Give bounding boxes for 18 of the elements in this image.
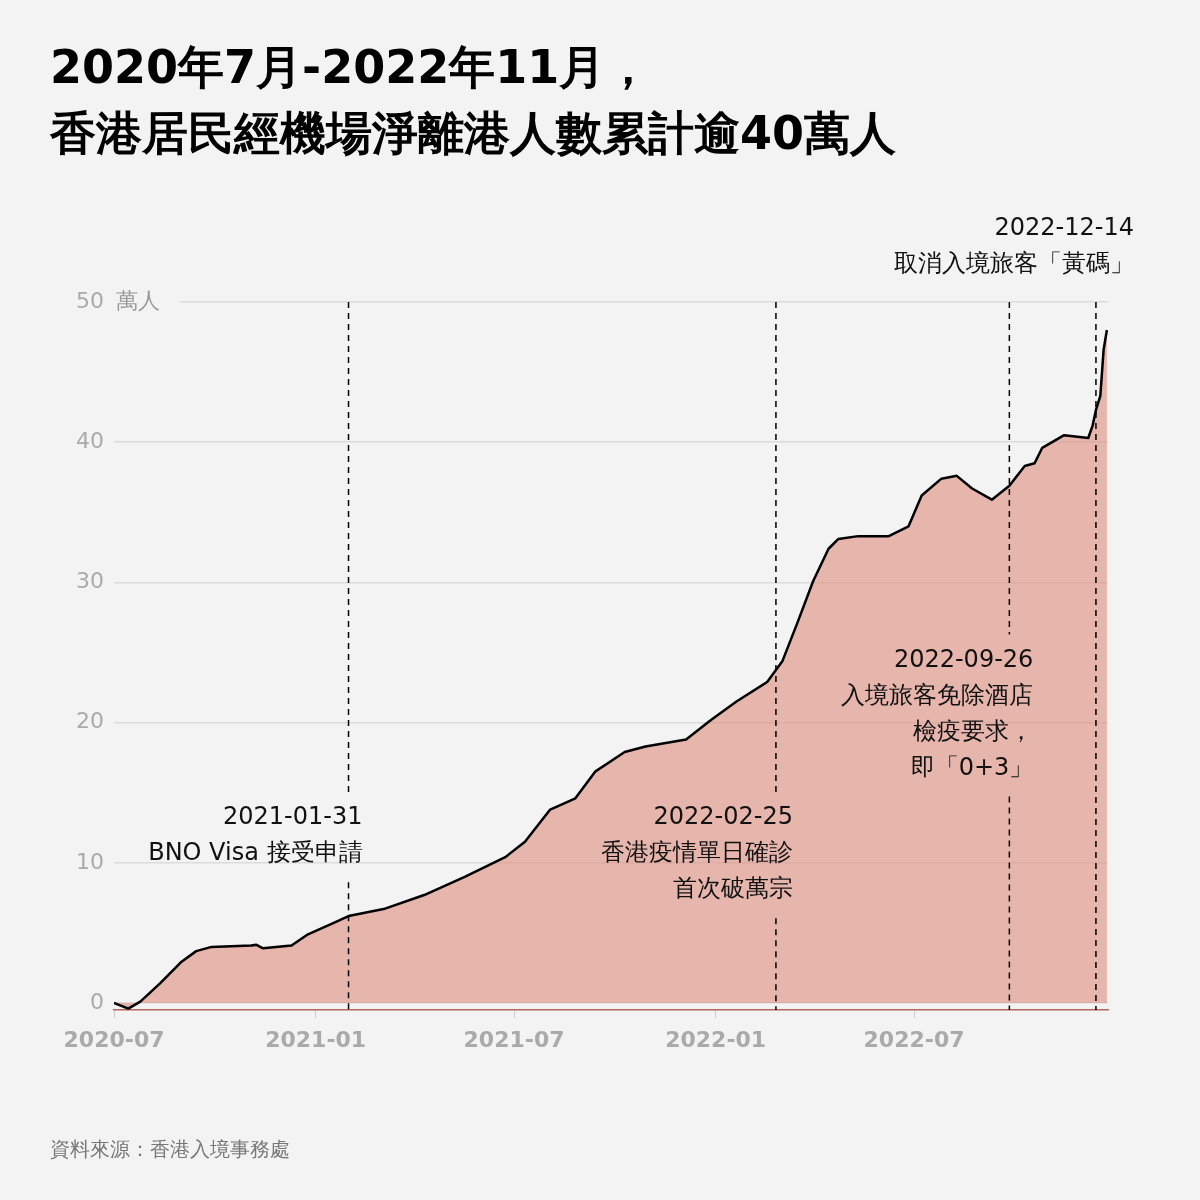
x-tick-label: 2022-01 xyxy=(665,1026,767,1052)
ref-line-label: 2022-09-26 入境旅客免除酒店檢疫要求，即「0+3」 xyxy=(841,644,1034,781)
y-tick-label: 0 xyxy=(90,988,104,1014)
y-tick-label: 20 xyxy=(76,708,104,734)
chart-title: 2020年7月-2022年11月，香港居民經機場淨離港人數累計逾40萬人 xyxy=(50,39,897,162)
y-tick-label: 50 xyxy=(76,287,104,313)
y-axis-title: 萬人 xyxy=(116,287,160,313)
x-tick-label: 2020-07 xyxy=(63,1026,165,1052)
x-tick-label: 2021-01 xyxy=(265,1026,367,1052)
source-note: 資料來源：香港入境事務處 xyxy=(50,1136,290,1163)
y-tick-label: 40 xyxy=(76,427,104,453)
ref-line-label: 2021-01-31 BNO Visa 接受申請 xyxy=(148,802,363,867)
y-tick-label: 30 xyxy=(76,568,104,594)
ref-line-label: 2022-12-14 取消入境旅客「黃碼」 xyxy=(893,212,1134,277)
x-tick-label: 2022-07 xyxy=(863,1026,965,1052)
ref-line-label: 2022-02-25 香港疫情單日確診首次破萬宗 xyxy=(600,802,793,903)
y-tick-label: 10 xyxy=(76,848,104,874)
x-tick-label: 2021-07 xyxy=(463,1026,565,1052)
